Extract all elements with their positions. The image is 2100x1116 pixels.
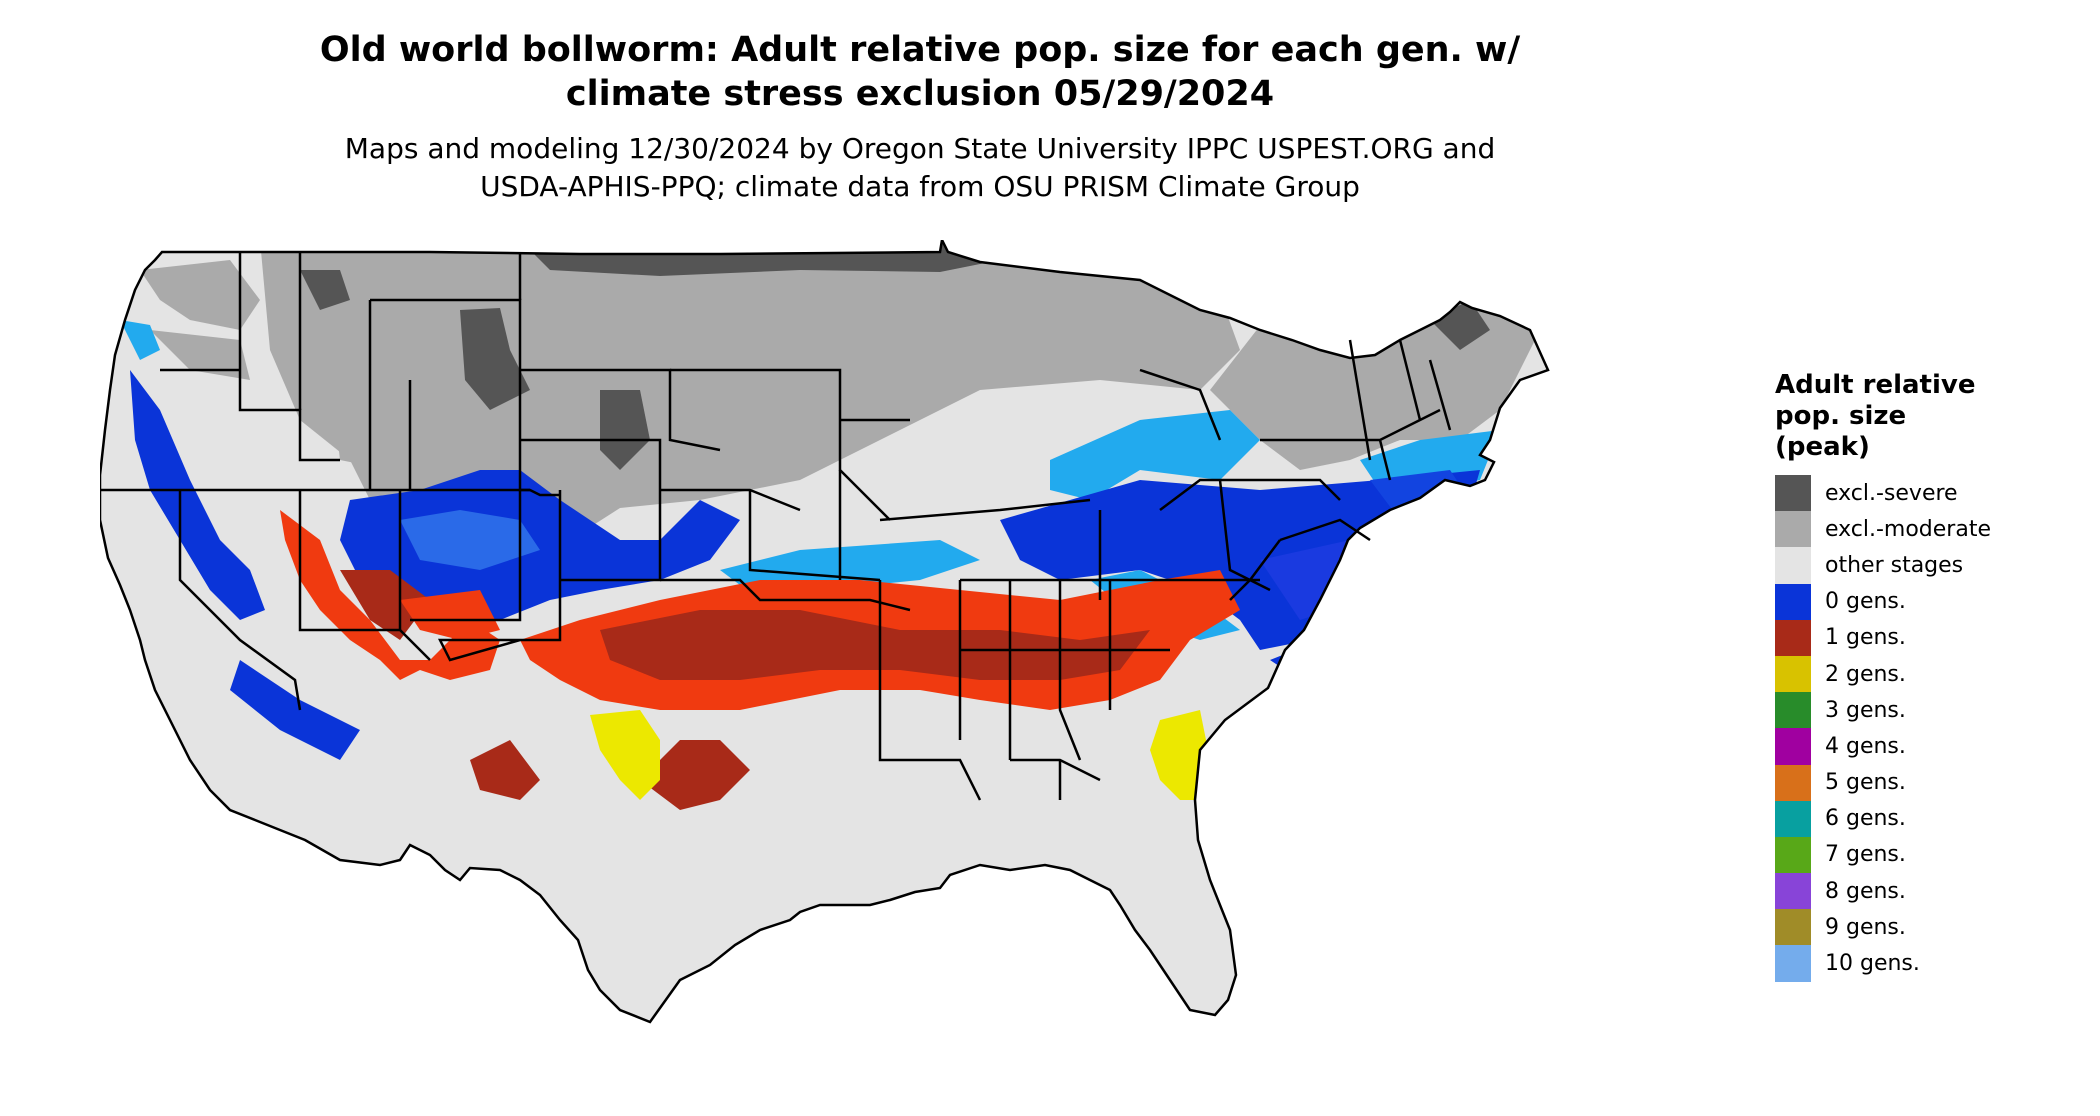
legend-item: excl.-severe	[1775, 475, 2035, 512]
legend-item: 8 gens.	[1775, 873, 2035, 910]
legend-item: other stages	[1775, 547, 2035, 584]
us-map	[100, 240, 1550, 1024]
state-borders	[100, 240, 1550, 1024]
map-legend: Adult relative pop. size (peak) excl.-se…	[1775, 370, 2035, 982]
legend-swatch	[1775, 547, 1811, 584]
legend-item: 9 gens.	[1775, 909, 2035, 946]
legend-title-line-2: pop. size	[1775, 401, 1907, 431]
legend-swatch	[1775, 619, 1811, 656]
legend-item: 5 gens.	[1775, 764, 2035, 801]
legend-label: 0 gens.	[1825, 589, 1906, 615]
title-line-2: climate stress exclusion 05/29/2024	[565, 74, 1275, 114]
legend-label: 2 gens.	[1825, 661, 1906, 687]
legend-label: 10 gens.	[1825, 951, 1920, 977]
legend-swatch	[1775, 583, 1811, 620]
legend-swatch	[1775, 800, 1811, 837]
legend-items: excl.-severe excl.-moderate other stages 0 …	[1775, 475, 2035, 982]
legend-label: 1 gens.	[1825, 625, 1906, 651]
legend-swatch	[1775, 764, 1811, 801]
legend-swatch	[1775, 945, 1811, 982]
legend-title-line-3: (peak)	[1775, 432, 1870, 462]
legend-item: 10 gens.	[1775, 945, 2035, 982]
legend-swatch	[1775, 655, 1811, 693]
legend-swatch	[1775, 475, 1811, 512]
legend-label: 5 gens.	[1825, 770, 1906, 796]
chart-title: Old world bollworm: Adult relative pop. …	[170, 28, 1670, 116]
legend-item: 1 gens.	[1775, 619, 2035, 656]
legend-swatch	[1775, 836, 1811, 874]
subtitle-line-1: Maps and modeling 12/30/2024 by Oregon S…	[344, 132, 1496, 165]
legend-item: 4 gens.	[1775, 728, 2035, 765]
legend-label: 4 gens.	[1825, 733, 1906, 759]
legend-item: 6 gens.	[1775, 800, 2035, 837]
legend-label: 7 gens.	[1825, 842, 1906, 868]
legend-label: 6 gens.	[1825, 806, 1906, 832]
subtitle-line-2: USDA-APHIS-PPQ; climate data from OSU PR…	[480, 170, 1360, 203]
legend-swatch	[1775, 511, 1811, 548]
legend-item: 2 gens.	[1775, 655, 2035, 693]
legend-swatch	[1775, 728, 1811, 765]
title-line-1: Old world bollworm: Adult relative pop. …	[319, 30, 1521, 70]
chart-subtitle: Maps and modeling 12/30/2024 by Oregon S…	[170, 130, 1670, 206]
legend-label: excl.-severe	[1825, 480, 1958, 506]
legend-title: Adult relative pop. size (peak)	[1775, 370, 2035, 463]
legend-label: 9 gens.	[1825, 914, 1906, 940]
legend-swatch	[1775, 692, 1811, 729]
legend-label: other stages	[1825, 552, 1964, 578]
legend-item: 7 gens.	[1775, 836, 2035, 874]
legend-title-line-1: Adult relative	[1775, 370, 1976, 400]
legend-label: 8 gens.	[1825, 878, 1906, 904]
legend-swatch	[1775, 909, 1811, 946]
legend-item: 0 gens.	[1775, 583, 2035, 620]
legend-label: excl.-moderate	[1825, 516, 1991, 542]
legend-item: 3 gens.	[1775, 692, 2035, 729]
legend-swatch	[1775, 873, 1811, 910]
legend-item: excl.-moderate	[1775, 511, 2035, 548]
legend-label: 3 gens.	[1825, 697, 1906, 723]
